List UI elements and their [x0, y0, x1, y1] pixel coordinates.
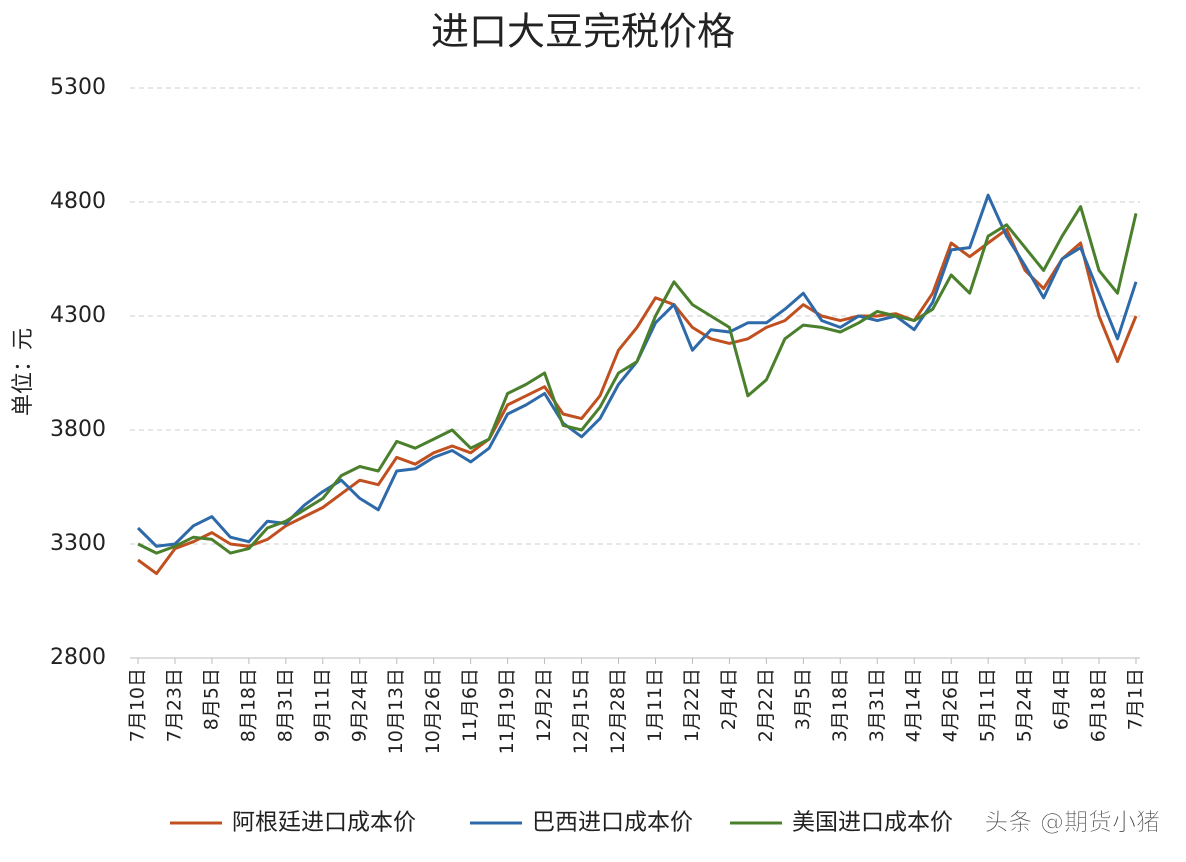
y-tick-label: 2800	[50, 645, 106, 670]
legend-label: 阿根廷进口成本价	[232, 810, 416, 836]
x-tick-label: 10月26日	[422, 668, 444, 754]
series-line	[137, 227, 1138, 576]
x-tick-label: 2月22日	[755, 668, 777, 742]
legend-label: 美国进口成本价	[792, 810, 953, 836]
x-tick-label: 5月11日	[977, 668, 999, 742]
series-line	[137, 205, 1138, 555]
y-tick-label: 4300	[50, 303, 106, 328]
x-tick-label: 12月15日	[570, 668, 592, 754]
x-tick-label: 7月10日	[127, 668, 149, 742]
x-tick-label: 1月22日	[681, 668, 703, 742]
x-tick-label: 4月14日	[903, 668, 925, 742]
x-tick-label: 2月4日	[718, 668, 740, 730]
x-tick-label: 3月31日	[866, 668, 888, 742]
x-tick-label: 10月13日	[385, 668, 407, 754]
y-tick-label: 3800	[50, 417, 106, 442]
x-tick-label: 8月5日	[200, 668, 222, 730]
series-line	[136, 193, 1138, 548]
x-tick-label: 12月2日	[533, 668, 555, 742]
y-axis-label: 单位：元	[11, 328, 36, 416]
y-tick-label: 3300	[50, 531, 106, 556]
x-tick-label: 4月26日	[940, 668, 962, 742]
watermark: 头条 @期货小猪	[984, 808, 1160, 836]
legend-label: 巴西进口成本价	[532, 810, 693, 836]
x-tick-label: 8月31日	[274, 668, 296, 742]
x-tick-label: 5月24日	[1014, 668, 1036, 742]
x-tick-label: 7月1日	[1125, 668, 1147, 730]
x-tick-label: 3月18日	[829, 668, 851, 742]
x-tick-label: 8月18日	[237, 668, 259, 742]
x-tick-label: 12月28日	[607, 668, 629, 754]
x-tick-label: 11月6日	[459, 668, 481, 742]
x-tick-label: 7月23日	[163, 668, 185, 742]
x-tick-label: 9月11日	[311, 668, 333, 742]
x-tick-label: 9月24日	[348, 668, 370, 742]
chart-title: 进口大豆完税价格	[431, 10, 735, 54]
x-tick-label: 6月4日	[1051, 668, 1073, 730]
x-tick-label: 3月5日	[792, 668, 814, 730]
x-tick-label: 11月19日	[496, 668, 518, 754]
y-tick-label: 5300	[50, 75, 106, 100]
y-tick-label: 4800	[50, 189, 106, 214]
x-tick-label: 6月18日	[1088, 668, 1110, 742]
x-tick-label: 1月11日	[644, 668, 666, 742]
